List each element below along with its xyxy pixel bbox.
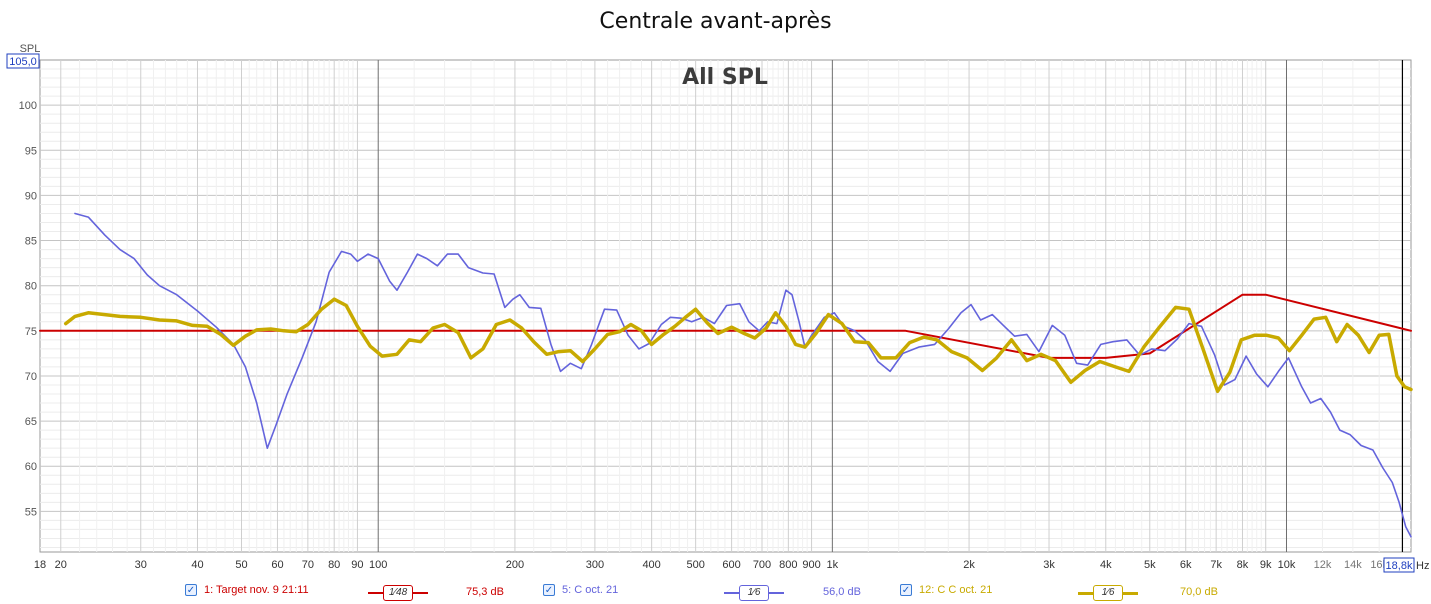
- series-line-3: [63, 297, 1413, 394]
- x-tick-label: 18: [34, 559, 46, 571]
- x-tick-label: 50: [235, 559, 247, 571]
- legend-db-target: 75,3 dB: [466, 586, 504, 598]
- legend-checkbox-target[interactable]: ✓: [185, 584, 197, 596]
- x-tick-label: 10k: [1278, 559, 1296, 571]
- x-unit-label: Hz: [1416, 560, 1429, 572]
- x-tick-label: 60: [271, 559, 283, 571]
- y-tick-label: 70: [25, 371, 37, 383]
- x-tick-label: 5k: [1144, 559, 1156, 571]
- x-tick-label: 20: [55, 559, 67, 571]
- x-tick-label: 600: [722, 559, 740, 571]
- y-tick-label: 65: [25, 416, 37, 428]
- x-tick-label: 14k: [1344, 559, 1362, 571]
- series-line-2: [74, 212, 1412, 538]
- smoothing-selector-cc-oct21[interactable]: 1⁄6: [1078, 584, 1138, 602]
- x-tick-label: 100: [369, 559, 387, 571]
- y-tick-label: 55: [25, 506, 37, 518]
- y-top-value: 105,0: [9, 56, 37, 68]
- smoothing-selector-target[interactable]: 1⁄48: [368, 584, 428, 602]
- legend-item-cc-oct21[interactable]: ✓ 12: C C oct. 21: [900, 584, 992, 596]
- smoothing-label-c-oct21: 1⁄6: [739, 585, 769, 601]
- axis-labels: 55 60 65 70 75 80 85 90 95 100 18 20 30 40 50 60 70 80 90 1…: [6, 43, 1429, 573]
- smoothing-label-target: 1⁄48: [383, 585, 413, 601]
- y-tick-label: 75: [25, 326, 37, 338]
- y-axis-label: SPL: [20, 43, 41, 55]
- x-tick-label: 500: [686, 559, 704, 571]
- chart-annotation: All SPL: [682, 65, 768, 90]
- legend-item-target[interactable]: ✓ 1: Target nov. 9 21:11: [185, 584, 309, 596]
- x-cursor-value: 18,8k: [1386, 560, 1413, 572]
- x-tick-label: 90: [351, 559, 363, 571]
- x-tick-label: 900: [802, 559, 820, 571]
- x-tick-label: 3k: [1043, 559, 1055, 571]
- legend-db-c-oct21: 56,0 dB: [823, 586, 861, 598]
- x-tick-label: 9k: [1260, 559, 1272, 571]
- x-tick-label: 12k: [1314, 559, 1332, 571]
- x-tick-label: 200: [506, 559, 524, 571]
- x-tick-label: 6k: [1180, 559, 1192, 571]
- y-top-value-box: [6, 53, 40, 69]
- smoothing-selector-c-oct21[interactable]: 1⁄6: [724, 584, 784, 602]
- chart-title: Centrale avant-après: [599, 9, 832, 34]
- spl-chart[interactable]: 55 60 65 70 75 80 85 90 95 100 18 20 30 40 50 60 70 80 90 1…: [0, 0, 1431, 584]
- y-tick-label: 95: [25, 145, 37, 157]
- y-tick-label: 90: [25, 190, 37, 202]
- legend: ✓ 1: Target nov. 9 21:11 1⁄48 75,3 dB ✓ …: [0, 584, 1431, 604]
- legend-label-cc-oct21: 12: C C oct. 21: [919, 584, 993, 596]
- legend-db-cc-oct21: 70,0 dB: [1180, 586, 1218, 598]
- legend-label-target: 1: Target nov. 9 21:11: [204, 584, 309, 596]
- x-tick-label: 800: [779, 559, 797, 571]
- x-tick-label: 4k: [1100, 559, 1112, 571]
- legend-item-c-oct21[interactable]: ✓ 5: C oct. 21: [543, 584, 618, 596]
- x-tick-label: 2k: [963, 559, 975, 571]
- y-tick-label: 85: [25, 236, 37, 248]
- y-tick-label: 100: [19, 100, 37, 112]
- y-tick-label: 80: [25, 281, 37, 293]
- series-layer: [39, 212, 1413, 538]
- y-tick-label: 60: [25, 461, 37, 473]
- legend-checkbox-c-oct21[interactable]: ✓: [543, 584, 555, 596]
- x-tick-label: 300: [586, 559, 604, 571]
- x-tick-label: 8k: [1237, 559, 1249, 571]
- x-tick-label: 1k: [827, 559, 839, 571]
- x-tick-label: 30: [135, 559, 147, 571]
- legend-checkbox-cc-oct21[interactable]: ✓: [900, 584, 912, 596]
- x-cursor-box: [1383, 557, 1415, 573]
- x-tick-label: 40: [191, 559, 203, 571]
- series-line-1: [39, 293, 1412, 359]
- legend-label-c-oct21: 5: C oct. 21: [562, 584, 619, 596]
- x-tick-label: 7k: [1210, 559, 1222, 571]
- x-tick-label: 70: [302, 559, 314, 571]
- x-tick-label: 400: [642, 559, 660, 571]
- x-tick-label: 700: [753, 559, 771, 571]
- x-tick-label: 80: [328, 559, 340, 571]
- smoothing-label-cc-oct21: 1⁄6: [1093, 585, 1123, 601]
